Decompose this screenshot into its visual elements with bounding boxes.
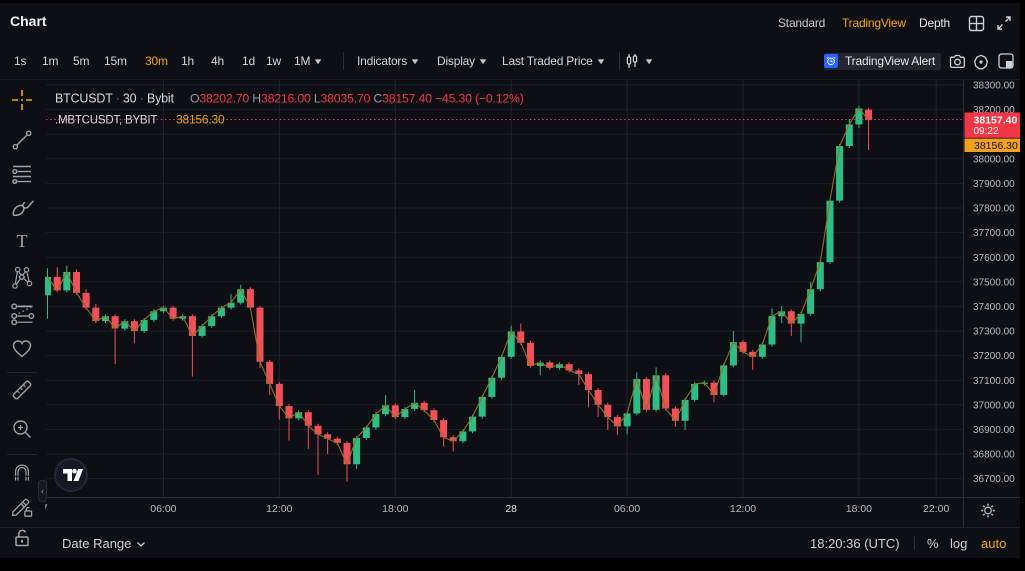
svg-text:38156.30: 38156.30: [176, 113, 225, 127]
svg-text:38200.00: 38200.00: [973, 105, 1015, 116]
svg-text:18:00: 18:00: [846, 503, 872, 515]
svg-text:38000.00: 38000.00: [973, 154, 1015, 165]
svg-text:06:00: 06:00: [614, 503, 640, 515]
svg-text:22:00: 22:00: [923, 503, 949, 515]
svg-text:36700.00: 36700.00: [973, 474, 1015, 485]
svg-text:37900.00: 37900.00: [973, 179, 1015, 190]
svg-text:T: T: [17, 231, 28, 251]
svg-text:28: 28: [505, 503, 517, 515]
svg-text:37000.00: 37000.00: [973, 400, 1015, 411]
svg-text:37300.00: 37300.00: [973, 327, 1015, 338]
svg-text:38156.30: 38156.30: [974, 140, 1018, 152]
svg-text:37200.00: 37200.00: [973, 351, 1015, 362]
svg-text:O38202.70 H38216.00 L38035.70: O38202.70 H38216.00 L38035.70 C38157.40 …: [190, 92, 524, 106]
svg-text:37500.00: 37500.00: [973, 277, 1015, 288]
svg-text:37800.00: 37800.00: [973, 204, 1015, 215]
svg-text:37700.00: 37700.00: [973, 228, 1015, 239]
svg-text:36800.00: 36800.00: [973, 450, 1015, 461]
svg-text:06:00: 06:00: [150, 503, 176, 515]
svg-text:BTCUSDT · 30 · Bybit: BTCUSDT · 30 · Bybit: [55, 92, 174, 106]
svg-text:38300.00: 38300.00: [973, 81, 1015, 92]
svg-text:09:22: 09:22: [974, 126, 999, 137]
svg-text:12:00: 12:00: [730, 503, 756, 515]
svg-text:7: 7: [45, 503, 48, 515]
svg-text:12:00: 12:00: [266, 503, 292, 515]
svg-text:37100.00: 37100.00: [973, 376, 1015, 387]
svg-text:.MBTCUSDT, BYBIT: .MBTCUSDT, BYBIT: [55, 115, 157, 127]
svg-text:37400.00: 37400.00: [973, 302, 1015, 313]
svg-text:36900.00: 36900.00: [973, 425, 1015, 436]
svg-text:18:00: 18:00: [382, 503, 408, 515]
svg-text:38157.40: 38157.40: [974, 114, 1018, 126]
svg-text:37600.00: 37600.00: [973, 253, 1015, 264]
